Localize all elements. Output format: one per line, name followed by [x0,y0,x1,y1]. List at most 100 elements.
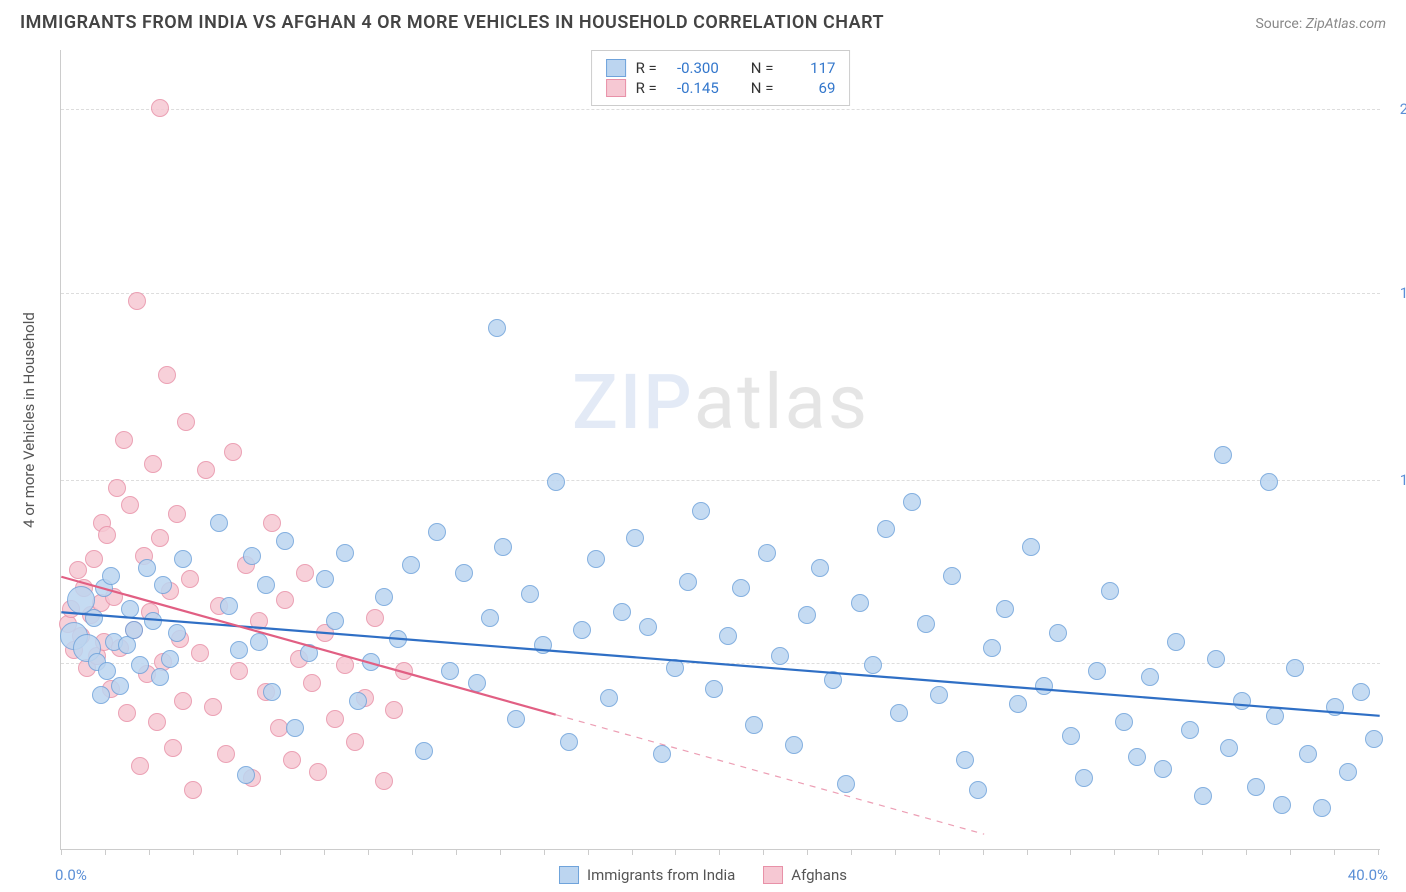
xtick [1027,849,1028,855]
data-point-india [1352,683,1370,701]
swatch-afghan [763,866,783,884]
x-axis-min: 0.0% [55,866,87,884]
data-point-india [1339,763,1357,781]
ytick-label: 18.8% [1385,284,1406,302]
data-point-india [956,751,974,769]
data-point-afghan [197,461,215,479]
data-point-india [930,686,948,704]
data-point-india [144,612,162,630]
ytick-label: 25.0% [1385,100,1406,118]
xtick [851,849,852,855]
data-point-afghan [98,526,116,544]
data-point-india [174,550,192,568]
data-point-india [220,597,238,615]
xtick [412,849,413,855]
data-point-india [507,710,525,728]
data-point-afghan [191,644,209,662]
swatch-india [606,59,626,77]
n-label: N = [751,59,774,77]
data-point-india [719,627,737,645]
data-point-india [441,662,459,680]
watermark: ZIPatlas [572,357,869,447]
data-point-india [349,692,367,710]
data-point-india [534,636,552,654]
data-point-india [851,594,869,612]
xtick [456,849,457,855]
xtick [1290,849,1291,855]
data-point-india [666,659,684,677]
r-label: R = [636,79,657,97]
data-point-afghan [283,751,301,769]
data-point-india [468,674,486,692]
trend-line-dashed-afghan [556,715,984,835]
xtick [939,849,940,855]
ytick-label: 12.5% [1385,471,1406,489]
data-point-afghan [144,455,162,473]
legend-item-afghan: Afghans [763,866,847,884]
legend-item-india: Immigrants from India [559,866,735,884]
data-point-afghan [164,739,182,757]
data-point-india [573,621,591,639]
data-point-india [1009,695,1027,713]
n-label: N = [751,79,774,97]
data-point-india [864,656,882,674]
data-point-india [1220,739,1238,757]
source: Source: ZipAtlas.com [1255,16,1386,32]
data-point-afghan [217,745,235,763]
chart-plot-area: ZIPatlas R = -0.300 N = 117 R = -0.145 N… [60,50,1380,850]
data-point-afghan [395,662,413,680]
xtick [1246,849,1247,855]
xtick [544,849,545,855]
data-point-india [1286,659,1304,677]
data-point-india [121,600,139,618]
r-value-india: -0.300 [667,59,719,77]
data-point-afghan [309,763,327,781]
data-point-india [161,650,179,668]
data-point-india [560,733,578,751]
data-point-india [600,689,618,707]
data-point-india [300,644,318,662]
data-point-india [1207,650,1225,668]
correlation-legend: R = -0.300 N = 117 R = -0.145 N = 69 [591,50,851,106]
xtick [1070,849,1071,855]
xtick [895,849,896,855]
data-point-afghan [184,781,202,799]
xtick [588,849,589,855]
data-point-afghan [177,413,195,431]
data-point-india [877,520,895,538]
xtick [149,849,150,855]
gridline [61,293,1380,294]
data-point-afghan [326,710,344,728]
data-point-india [824,671,842,689]
data-point-india [1154,760,1172,778]
xtick [1202,849,1203,855]
data-point-india [389,630,407,648]
data-point-india [1115,713,1133,731]
xtick [1378,849,1379,855]
data-point-afghan [270,719,288,737]
data-point-afghan [128,292,146,310]
data-point-india [798,606,816,624]
data-point-india [745,716,763,734]
gridline [61,480,1380,481]
xtick [632,849,633,855]
xtick [324,849,325,855]
data-point-afghan [115,431,133,449]
data-point-india [402,556,420,574]
n-value-india: 117 [783,59,835,77]
data-point-afghan [263,514,281,532]
xtick [61,849,62,855]
data-point-india [138,559,156,577]
data-point-india [771,647,789,665]
data-point-india [692,502,710,520]
data-point-india [1101,582,1119,600]
n-value-afghan: 69 [783,79,835,97]
data-point-afghan [336,656,354,674]
data-point-india [85,609,103,627]
data-point-india [1326,698,1344,716]
data-point-india [1313,799,1331,817]
data-point-india [375,588,393,606]
data-point-india [257,576,275,594]
data-point-india [1088,662,1106,680]
data-point-afghan [303,674,321,692]
